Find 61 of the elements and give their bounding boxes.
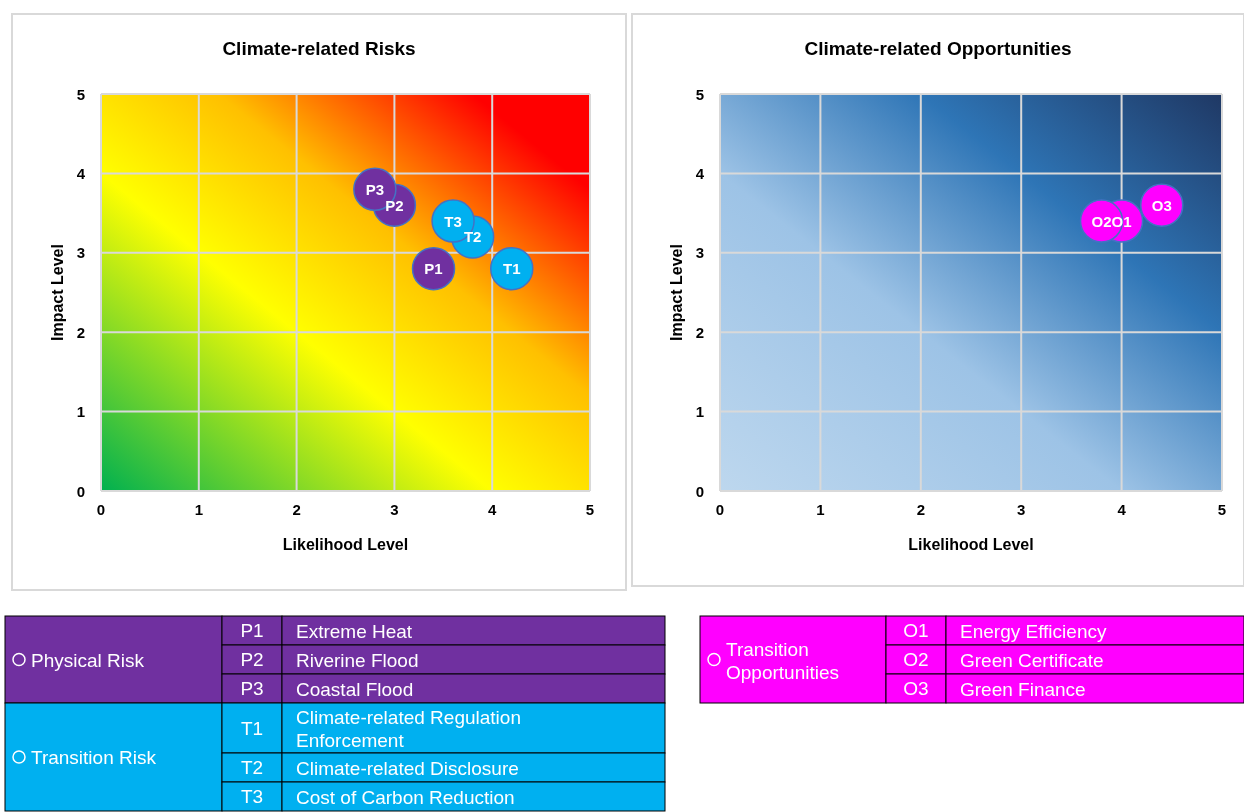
y-axis-title: Impact Level <box>49 244 66 341</box>
y-tick-label: 0 <box>695 482 704 500</box>
text: T2 <box>240 757 264 778</box>
point <box>411 246 456 291</box>
y-tick-label: 3 <box>76 244 85 262</box>
y-tick-label: 4 <box>76 164 86 182</box>
legend-label: Transition Opportunities <box>726 638 840 682</box>
text: P1 <box>240 620 264 641</box>
x-tick-label: 0 <box>715 501 725 518</box>
text: O3 <box>903 678 929 699</box>
data-label: P2 <box>385 196 404 214</box>
data-label: O3 <box>1151 196 1172 214</box>
y-tick-label: 1 <box>76 403 85 421</box>
text: Climate-related Disclosure <box>296 757 519 778</box>
text: T1 <box>240 717 264 739</box>
y-tick-label: 5 <box>76 85 85 103</box>
data-label: O2 <box>1091 212 1112 230</box>
x-tick-label: 1 <box>194 501 203 518</box>
x-tick-label: 5 <box>585 501 595 518</box>
x-tick-label: 3 <box>1017 501 1026 518</box>
chart-title: Climate-related Risks <box>222 38 416 59</box>
text: Green Finance <box>960 678 1086 699</box>
text: O1 <box>903 620 929 641</box>
x-tick-label: 1 <box>816 501 825 518</box>
x-tick-label: 5 <box>1217 501 1227 518</box>
x-tick-label: 2 <box>292 501 301 518</box>
text: T3 <box>240 786 264 807</box>
legend-label: Physical Risk <box>31 649 145 670</box>
y-tick-label: 1 <box>695 403 704 421</box>
x-tick-label: 0 <box>96 501 106 518</box>
x-axis-title: Likelihood Level <box>908 536 1034 553</box>
text: P3 <box>240 678 264 699</box>
text: P2 <box>240 649 264 670</box>
data-label: T2 <box>463 228 482 246</box>
data-label: T3 <box>444 212 462 230</box>
legend-label: Transition Risk <box>31 746 157 768</box>
data-label: P3 <box>365 180 385 198</box>
x-tick-label: 4 <box>1117 501 1127 518</box>
y-axis-title: Impact Level <box>668 244 685 341</box>
text: Riverine Flood <box>296 649 419 670</box>
text: Energy Efficiency <box>960 620 1107 641</box>
point <box>490 246 534 291</box>
x-tick-label: 3 <box>390 501 399 518</box>
x-tick-label: 2 <box>916 501 925 518</box>
text: Extreme Heat <box>296 620 413 641</box>
x-tick-label: 4 <box>488 501 498 518</box>
y-tick-label: 0 <box>76 482 85 500</box>
x-axis-title: Likelihood Level <box>282 536 409 553</box>
y-tick-label: 4 <box>695 164 705 182</box>
text: Coastal Flood <box>296 678 414 699</box>
y-tick-label: 3 <box>695 244 704 262</box>
text: O2 <box>903 649 929 670</box>
text: Climate-related Regulation Enforcement <box>296 706 521 751</box>
text: Cost of Carbon Reduction <box>296 786 515 807</box>
y-tick-label: 2 <box>695 323 704 341</box>
data-label: P1 <box>424 260 443 278</box>
y-tick-label: 2 <box>76 323 85 341</box>
y-tick-label: 5 <box>695 85 704 103</box>
data-label: T1 <box>503 260 521 278</box>
chart-title: Climate-related Opportunities <box>804 38 1072 59</box>
text: Green Certificate <box>960 649 1104 670</box>
